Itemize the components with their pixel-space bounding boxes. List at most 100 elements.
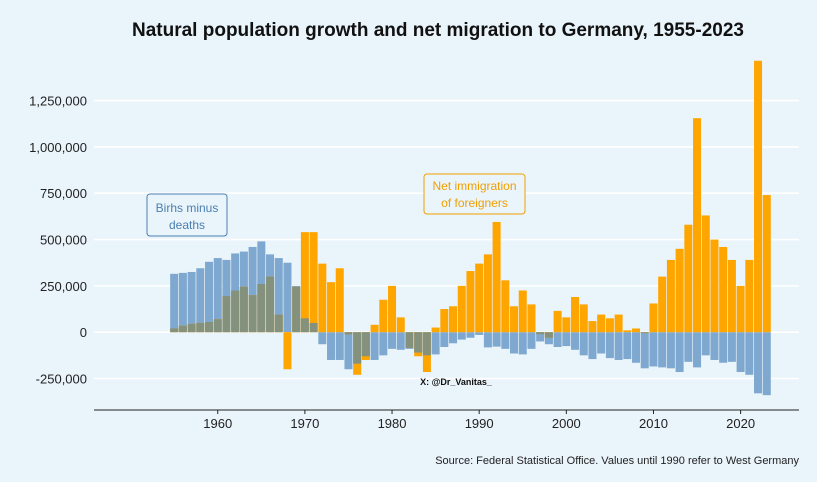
- bar-net-immigration: [623, 330, 632, 333]
- y-tick-label: -250,000: [36, 372, 87, 387]
- bar-net-immigration: [510, 306, 519, 333]
- bar-overlap: [257, 284, 266, 333]
- bar-overlap: [361, 332, 370, 357]
- bar-births-minus-deaths: [492, 332, 501, 347]
- annotation-births-minus-deaths: Birhs minus deaths: [146, 193, 228, 237]
- bar-births-minus-deaths: [649, 332, 658, 367]
- bar-net-immigration: [649, 303, 658, 333]
- bar-net-immigration: [693, 118, 702, 333]
- bar-net-immigration: [736, 285, 745, 333]
- x-tick-label: 2000: [552, 416, 581, 431]
- annotation-births-line-1: Birhs minus: [156, 201, 219, 215]
- bar-births-minus-deaths: [483, 332, 492, 348]
- bar-net-immigration: [283, 332, 292, 370]
- bar-overlap: [170, 328, 179, 333]
- bar-births-minus-deaths: [719, 332, 728, 363]
- bar-overlap: [213, 319, 222, 333]
- bar-net-immigration: [466, 271, 475, 333]
- bar-net-immigration: [597, 314, 606, 333]
- bar-births-minus-deaths: [449, 332, 458, 344]
- bar-births-minus-deaths: [614, 332, 623, 360]
- bar-births-minus-deaths: [344, 332, 353, 370]
- bar-births-minus-deaths: [170, 273, 179, 333]
- bar-births-minus-deaths: [623, 332, 632, 360]
- bar-births-minus-deaths: [248, 246, 257, 333]
- bar-births-minus-deaths: [205, 261, 214, 333]
- bar-overlap: [292, 286, 301, 333]
- annotation-immigration-line-2: of foreigners: [441, 196, 508, 210]
- annotation-births-line-2: deaths: [169, 218, 205, 232]
- x-tick-label: 2010: [639, 416, 668, 431]
- bar-net-immigration: [388, 285, 397, 333]
- bar-overlap: [187, 323, 196, 333]
- credit-handle: X: @Dr_Vanitas_: [420, 377, 493, 387]
- bar-net-immigration: [754, 60, 763, 333]
- bar-births-minus-deaths: [562, 332, 571, 347]
- bar-overlap: [239, 286, 248, 333]
- bar-births-minus-deaths: [178, 272, 187, 333]
- bar-overlap: [222, 296, 231, 333]
- bar-births-minus-deaths: [466, 332, 475, 338]
- bar-births-minus-deaths: [675, 332, 684, 373]
- bar-overlap: [414, 332, 423, 353]
- bar-net-immigration: [727, 259, 736, 333]
- x-tick-label: 1980: [378, 416, 407, 431]
- bar-net-immigration: [579, 304, 588, 333]
- bar-births-minus-deaths: [597, 332, 606, 354]
- bar-net-immigration: [327, 282, 336, 333]
- bar-births-minus-deaths: [536, 332, 545, 342]
- bar-overlap: [300, 318, 309, 333]
- bar-births-minus-deaths: [457, 332, 466, 340]
- bar-births-minus-deaths: [553, 332, 562, 348]
- annotation-immigration-line-1: Net immigration: [432, 179, 516, 193]
- bar-net-immigration: [710, 239, 719, 333]
- bar-overlap: [178, 325, 187, 333]
- bar-net-immigration: [449, 306, 458, 333]
- x-tick-label: 1960: [203, 416, 232, 431]
- bar-net-immigration: [588, 321, 597, 333]
- bar-net-immigration: [335, 268, 344, 333]
- bar-net-immigration: [501, 280, 510, 333]
- axes: -250,000 0 250,000 500,000 750,000 1,000,000 1…: [29, 94, 799, 431]
- bar-net-immigration: [745, 259, 754, 333]
- annotation-immigration-box: [423, 173, 526, 215]
- x-tick-label: 1990: [465, 416, 494, 431]
- bar-births-minus-deaths: [762, 332, 771, 396]
- bar-births-minus-deaths: [431, 332, 440, 355]
- bar-births-minus-deaths: [727, 332, 736, 362]
- bar-births-minus-deaths: [658, 332, 667, 368]
- bar-births-minus-deaths: [640, 332, 649, 369]
- bar-births-minus-deaths: [544, 332, 553, 345]
- bar-births-minus-deaths: [666, 332, 675, 369]
- bar-net-immigration: [431, 327, 440, 333]
- chart-title: Natural population growth and net migrat…: [132, 20, 744, 41]
- bar-births-minus-deaths: [379, 332, 388, 356]
- bar-net-immigration: [300, 232, 309, 333]
- bar-births-minus-deaths: [327, 332, 336, 360]
- bar-births-minus-deaths: [501, 332, 510, 349]
- bar-net-immigration: [379, 299, 388, 333]
- bar-births-minus-deaths: [510, 332, 519, 354]
- y-tick-label: 1,000,000: [29, 140, 87, 155]
- bar-births-minus-deaths: [370, 332, 379, 360]
- bar-overlap: [231, 290, 240, 333]
- bar-net-immigration: [675, 248, 684, 333]
- bar-births-minus-deaths: [736, 332, 745, 373]
- source-note: Source: Federal Statistical Office. Valu…: [435, 455, 799, 467]
- y-tick-label: 500,000: [40, 233, 87, 248]
- bar-births-minus-deaths: [440, 332, 449, 348]
- bar-births-minus-deaths: [588, 332, 597, 360]
- bar-overlap: [266, 276, 275, 333]
- bar-overlap: [640, 332, 649, 334]
- bar-overlap: [353, 332, 362, 364]
- bar-births-minus-deaths: [684, 332, 693, 362]
- bars: [170, 60, 771, 396]
- bar-births-minus-deaths: [335, 332, 344, 360]
- bar-net-immigration: [483, 254, 492, 333]
- bar-net-immigration: [571, 296, 580, 333]
- y-tick-label: 250,000: [40, 279, 87, 294]
- bar-overlap: [422, 332, 431, 356]
- bar-births-minus-deaths: [388, 332, 397, 349]
- bar-net-immigration: [762, 195, 771, 333]
